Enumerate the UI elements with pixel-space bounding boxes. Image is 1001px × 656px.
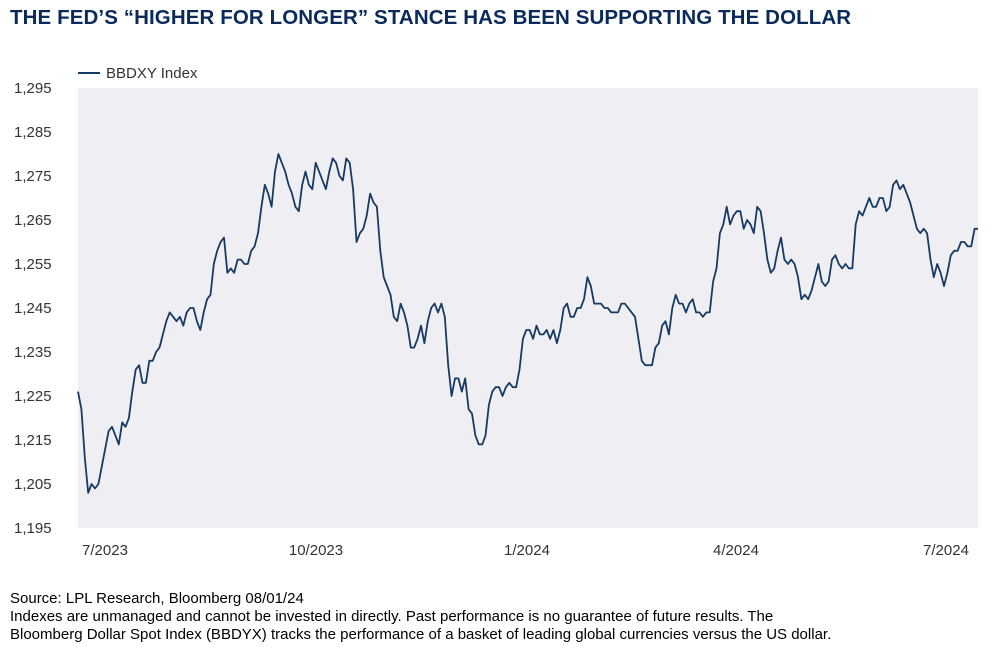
y-tick-label: 1,265: [14, 212, 52, 229]
legend: BBDXY Index: [78, 65, 198, 82]
x-tick-label: 10/2023: [289, 542, 343, 559]
plot-area: [78, 88, 978, 528]
x-tick-label: 1/2024: [504, 542, 550, 559]
source-note: Source: LPL Research, Bloomberg 08/01/24: [10, 590, 304, 607]
chart-title: THE FED’S “HIGHER FOR LONGER” STANCE HAS…: [10, 6, 852, 29]
y-tick-label: 1,205: [14, 476, 52, 493]
x-tick-label: 7/2023: [82, 542, 128, 559]
x-tick-label: 4/2024: [713, 542, 759, 559]
y-tick-label: 1,235: [14, 344, 52, 361]
footer: Source: LPL Research, Bloomberg 08/01/24…: [10, 590, 831, 644]
x-tick-label: 7/2024: [923, 542, 969, 559]
disclaimer-line-2: Bloomberg Dollar Spot Index (BBDYX) trac…: [10, 626, 832, 643]
y-tick-label: 1,285: [14, 124, 52, 141]
line-chart: 1,295 1,285 1,275 1,265 1,255 1,245 1,235 1,225…: [14, 65, 978, 559]
y-tick-label: 1,195: [14, 520, 52, 537]
y-tick-label: 1,295: [14, 80, 52, 97]
y-tick-label: 1,225: [14, 388, 52, 405]
legend-label: BBDXY Index: [106, 65, 198, 82]
y-axis: 1,295 1,285 1,275 1,265 1,255 1,245 1,235 1,225…: [14, 80, 52, 537]
y-tick-label: 1,245: [14, 300, 52, 317]
series-line-bbdxy: [77, 153, 978, 494]
y-tick-label: 1,275: [14, 168, 52, 185]
disclaimer-line-1: Indexes are unmanaged and cannot be inve…: [10, 608, 774, 625]
y-tick-label: 1,215: [14, 432, 52, 449]
y-tick-label: 1,255: [14, 256, 52, 273]
x-axis: 7/2023 10/2023 1/2024 4/2024 7/2024: [82, 542, 969, 559]
